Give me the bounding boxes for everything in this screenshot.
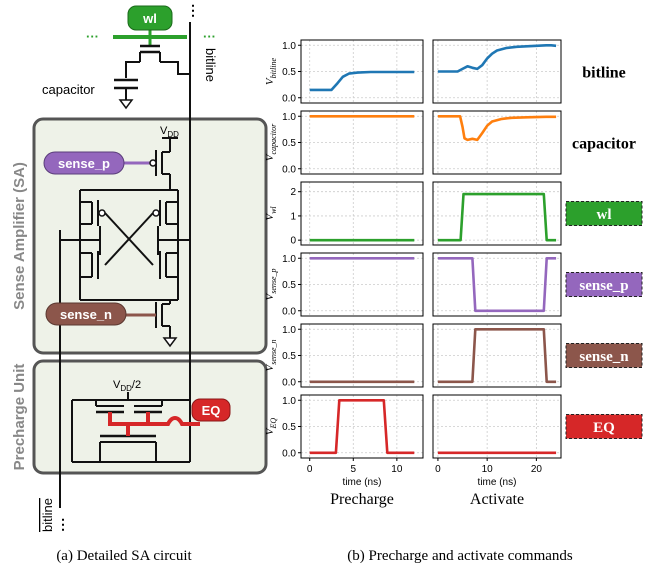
plot-axes: [432, 39, 562, 104]
plot-axes: 0.0 0.5 1.0 VEQ 0 5 10 time (ns) Precharge: [264, 394, 424, 508]
y-tick-label: 0.5: [282, 280, 296, 291]
row-label: capacitor: [572, 136, 636, 153]
row-label: wl: [597, 207, 612, 223]
x-tick-label: 0: [435, 464, 441, 475]
y-tick-label: 1.0: [282, 41, 296, 52]
row-label: sense_p: [579, 278, 628, 294]
x-axis-label: time (ns): [478, 477, 517, 488]
y-tick-label: 0.0: [282, 306, 296, 317]
y-tick-label: 0.0: [282, 93, 296, 104]
row-label: EQ: [593, 420, 615, 436]
plot-axes: 0.0 0.5 1.0 Vsense_p: [264, 252, 424, 317]
plot-frame: [432, 252, 562, 317]
y-axis-label: Vbitline: [264, 57, 278, 85]
y-tick-label: 0.0: [282, 377, 296, 388]
plot-frame: [300, 181, 424, 246]
wl-tag-label: wl: [142, 11, 157, 26]
sense-n-tag: [45, 302, 127, 326]
y-tick-label: 0.5: [282, 422, 296, 433]
series-line-bitline: [309, 70, 415, 92]
y-tick-label: 0.5: [282, 351, 296, 362]
y-axis-label: Vcapacitor: [264, 123, 278, 161]
eq-gate-net: [108, 412, 200, 436]
plot-axes: 0 1 2 Vwl: [264, 181, 424, 247]
bitline-dots-top: ⋮: [186, 2, 200, 18]
sa-circuit-diagram: Sense Amplifier (SA) Precharge Unit ··· …: [11, 2, 268, 532]
row-label-box: [565, 201, 643, 226]
ground-icon: [118, 99, 134, 110]
plot-frame: [432, 181, 562, 246]
y-axis-label: Vsense_p: [264, 268, 278, 300]
waveform-plots: 0.0 0.5 1.0 Vbitline bitline 0.0 0.5 1.0 Vcapaci…: [264, 39, 643, 508]
plot-axes: 0 10 20 time (ns) Activate: [432, 394, 562, 508]
plot-axes: 0.0 0.5 1.0 Vsense_n: [264, 323, 424, 388]
sense-amplifier-panel: [32, 117, 268, 355]
plot-axes: [432, 323, 562, 388]
column-title: Activate: [470, 491, 524, 508]
y-tick-label: 1: [290, 211, 296, 222]
y-tick-label: 1.0: [282, 325, 296, 336]
wl-tag: [127, 5, 173, 31]
sense-n-tag-label: sense_n: [60, 307, 112, 322]
x-tick-label: 10: [391, 464, 403, 475]
plot-axes: [432, 252, 562, 317]
y-tick-label: 0.5: [282, 138, 296, 149]
bitline-dots-bottom: ⋮: [56, 516, 70, 532]
plot-frame: [432, 110, 562, 175]
y-tick-label: 0.5: [282, 67, 296, 78]
capacitor-label: capacitor: [42, 82, 95, 97]
x-tick-label: 5: [351, 464, 357, 475]
plot-axes: 0.0 0.5 1.0 Vbitline: [264, 39, 424, 104]
plot-frame: [432, 323, 562, 388]
ground-icon: [162, 337, 178, 348]
plot-axes: 0.0 0.5 1.0 Vcapacitor: [264, 110, 424, 175]
column-title: Precharge: [330, 491, 394, 508]
x-axis-label: time (ns): [343, 477, 382, 488]
y-tick-label: 0: [290, 236, 296, 247]
x-tick-label: 0: [307, 464, 313, 475]
y-tick-label: 2: [290, 187, 296, 198]
row-label: bitline: [582, 65, 626, 82]
wordline-dots-right: ···: [203, 29, 216, 44]
x-tick-label: 10: [482, 464, 494, 475]
y-tick-label: 1.0: [282, 254, 296, 265]
row-label-box: [565, 272, 643, 297]
y-tick-label: 0.0: [282, 448, 296, 459]
plot-frame: [432, 394, 562, 459]
vdd2-label: VDD/2: [113, 379, 141, 393]
bitline-label: bitline: [203, 48, 218, 82]
caption-a: (a) Detailed SA circuit: [56, 548, 192, 564]
series-line-wl: [437, 192, 557, 242]
series-line-sense_n: [437, 327, 557, 384]
y-tick-label: 1.0: [282, 112, 296, 123]
series-line-capacitor: [437, 115, 557, 142]
sense-p-tag: [43, 151, 125, 175]
plot-frame: [432, 39, 562, 104]
bitline-bar-label: bitline: [40, 498, 55, 532]
y-axis-label: Vsense_n: [264, 339, 278, 371]
eq-tag-label: EQ: [202, 403, 221, 418]
sense-p-tag-label: sense_p: [58, 156, 110, 171]
caption-b: (b) Precharge and activate commands: [347, 548, 573, 564]
row-label: sense_n: [579, 349, 629, 365]
series-line-bitline: [437, 43, 557, 73]
y-tick-label: 1.0: [282, 396, 296, 407]
vdd-label: VDD: [160, 125, 179, 139]
row-label-box: [565, 343, 643, 368]
y-axis-label: Vwl: [264, 206, 278, 221]
y-tick-label: 0.0: [282, 164, 296, 175]
plot-axes: [432, 181, 562, 246]
series-line-EQ: [309, 398, 415, 455]
plot-axes: [432, 110, 562, 175]
y-axis-label: VEQ: [264, 418, 278, 436]
series-line-sense_p: [437, 256, 557, 313]
eq-tag: [191, 398, 231, 422]
x-tick-label: 20: [531, 464, 543, 475]
sa-panel-title: Sense Amplifier (SA): [11, 162, 28, 310]
wordline-dots-left: ···: [86, 29, 99, 44]
precharge-panel-title: Precharge Unit: [11, 364, 28, 471]
row-label-box: [565, 414, 643, 439]
